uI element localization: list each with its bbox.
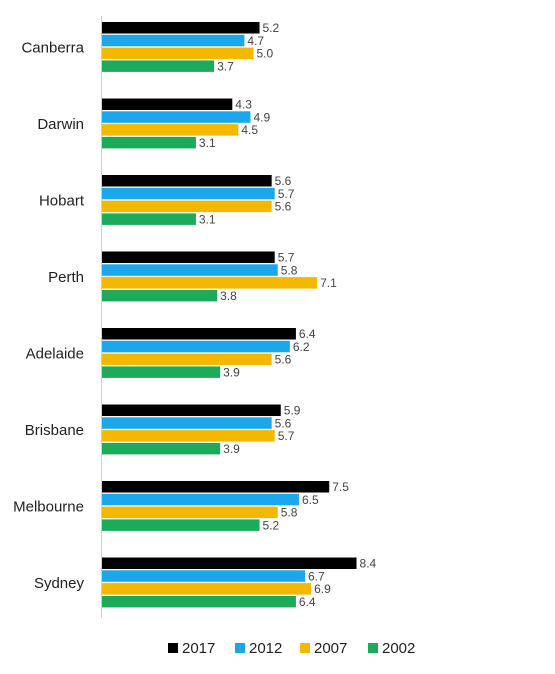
legend-label-2012: 2012 bbox=[249, 640, 282, 657]
value-label-hobart-2007: 5.6 bbox=[275, 200, 292, 214]
value-label-sydney-2017: 8.4 bbox=[360, 557, 377, 571]
category-label-melbourne: Melbourne bbox=[13, 499, 84, 516]
bar-canberra-2017 bbox=[102, 22, 260, 34]
bar-hobart-2007 bbox=[102, 200, 272, 213]
bar-brisbane-2002 bbox=[102, 442, 221, 455]
value-label-darwin-2017: 4.3 bbox=[235, 98, 252, 112]
bar-adelaide-2012 bbox=[102, 340, 290, 353]
category-labels-layer: Canberra Darwin Hobart Perth Adelaide Brisban… bbox=[13, 40, 85, 592]
bar-adelaide-2002 bbox=[102, 366, 221, 378]
bar-hobart-2017 bbox=[102, 175, 272, 187]
value-label-brisbane-2007: 5.7 bbox=[278, 429, 295, 443]
category-label-brisbane: Brisbane bbox=[25, 422, 84, 439]
value-label-melbourne-2012: 6.5 bbox=[302, 493, 319, 507]
value-label-melbourne-2007: 5.8 bbox=[281, 506, 298, 520]
value-label-perth-2017: 5.7 bbox=[278, 251, 295, 265]
bars-layer bbox=[102, 22, 357, 608]
value-label-canberra-2007: 5.0 bbox=[257, 47, 274, 61]
bar-melbourne-2007 bbox=[102, 506, 278, 519]
bar-darwin-2017 bbox=[102, 98, 233, 110]
category-label-perth: Perth bbox=[48, 269, 84, 286]
bar-canberra-2002 bbox=[102, 60, 215, 72]
legend-label-2007: 2007 bbox=[314, 640, 347, 657]
category-label-adelaide: Adelaide bbox=[26, 346, 84, 363]
category-label-canberra: Canberra bbox=[21, 40, 84, 57]
bar-canberra-2007 bbox=[102, 47, 254, 60]
value-label-hobart-2012: 5.7 bbox=[278, 187, 295, 201]
value-label-darwin-2002: 3.1 bbox=[199, 136, 216, 150]
bar-sydney-2012 bbox=[102, 570, 306, 582]
value-label-hobart-2017: 5.6 bbox=[275, 174, 292, 188]
category-label-darwin: Darwin bbox=[37, 116, 84, 133]
bar-darwin-2012 bbox=[102, 111, 251, 123]
value-label-brisbane-2012: 5.6 bbox=[275, 416, 292, 430]
value-label-perth-2012: 5.8 bbox=[281, 263, 298, 277]
value-label-melbourne-2002: 5.2 bbox=[263, 518, 280, 532]
value-labels-layer: 5.24.75.03.74.34.94.53.15.65.75.63.15.75… bbox=[199, 21, 377, 609]
value-label-brisbane-2017: 5.9 bbox=[284, 404, 301, 418]
bar-sydney-2017 bbox=[102, 557, 357, 569]
bar-perth-2007 bbox=[102, 277, 318, 289]
bar-brisbane-2007 bbox=[102, 430, 275, 442]
legend-swatch-2017 bbox=[168, 643, 178, 653]
category-label-sydney: Sydney bbox=[34, 575, 85, 592]
value-label-perth-2002: 3.8 bbox=[220, 289, 237, 303]
bar-perth-2017 bbox=[102, 251, 275, 263]
bar-brisbane-2012 bbox=[102, 417, 272, 429]
value-label-brisbane-2002: 3.9 bbox=[223, 442, 240, 456]
value-label-perth-2007: 7.1 bbox=[320, 276, 337, 290]
value-label-hobart-2002: 3.1 bbox=[199, 212, 216, 226]
value-label-sydney-2012: 6.7 bbox=[308, 569, 325, 583]
bar-melbourne-2002 bbox=[102, 519, 260, 531]
bar-hobart-2002 bbox=[102, 213, 196, 225]
value-label-sydney-2007: 6.9 bbox=[314, 582, 331, 596]
legend-label-2017: 2017 bbox=[182, 640, 215, 657]
legend-swatch-2007 bbox=[300, 643, 310, 653]
bar-sydney-2007 bbox=[102, 583, 312, 595]
value-label-melbourne-2017: 7.5 bbox=[332, 480, 349, 494]
bar-melbourne-2012 bbox=[102, 493, 299, 506]
bar-melbourne-2017 bbox=[102, 481, 330, 493]
bar-perth-2012 bbox=[102, 264, 278, 276]
value-label-sydney-2002: 6.4 bbox=[299, 595, 316, 609]
legend-swatch-2012 bbox=[235, 643, 245, 653]
value-label-adelaide-2012: 6.2 bbox=[293, 340, 310, 354]
legend: 2017 2012 2007 2002 bbox=[168, 640, 415, 657]
bar-sydney-2002 bbox=[102, 595, 296, 608]
bar-hobart-2012 bbox=[102, 187, 275, 200]
legend-label-2002: 2002 bbox=[382, 640, 415, 657]
value-label-canberra-2012: 4.7 bbox=[247, 34, 264, 48]
value-label-canberra-2017: 5.2 bbox=[263, 21, 280, 35]
legend-swatch-2002 bbox=[368, 643, 378, 653]
value-label-darwin-2007: 4.5 bbox=[241, 123, 258, 137]
bar-darwin-2002 bbox=[102, 136, 196, 149]
value-label-adelaide-2017: 6.4 bbox=[299, 327, 316, 341]
value-label-darwin-2012: 4.9 bbox=[253, 110, 270, 124]
bar-adelaide-2017 bbox=[102, 328, 296, 340]
bar-perth-2002 bbox=[102, 289, 218, 302]
bar-canberra-2012 bbox=[102, 34, 245, 47]
value-label-adelaide-2007: 5.6 bbox=[275, 353, 292, 367]
bar-darwin-2007 bbox=[102, 124, 239, 136]
bar-brisbane-2017 bbox=[102, 404, 281, 416]
value-label-adelaide-2002: 3.9 bbox=[223, 365, 240, 379]
value-label-canberra-2002: 3.7 bbox=[217, 59, 234, 73]
bar-adelaide-2007 bbox=[102, 353, 272, 366]
category-label-hobart: Hobart bbox=[39, 193, 85, 210]
